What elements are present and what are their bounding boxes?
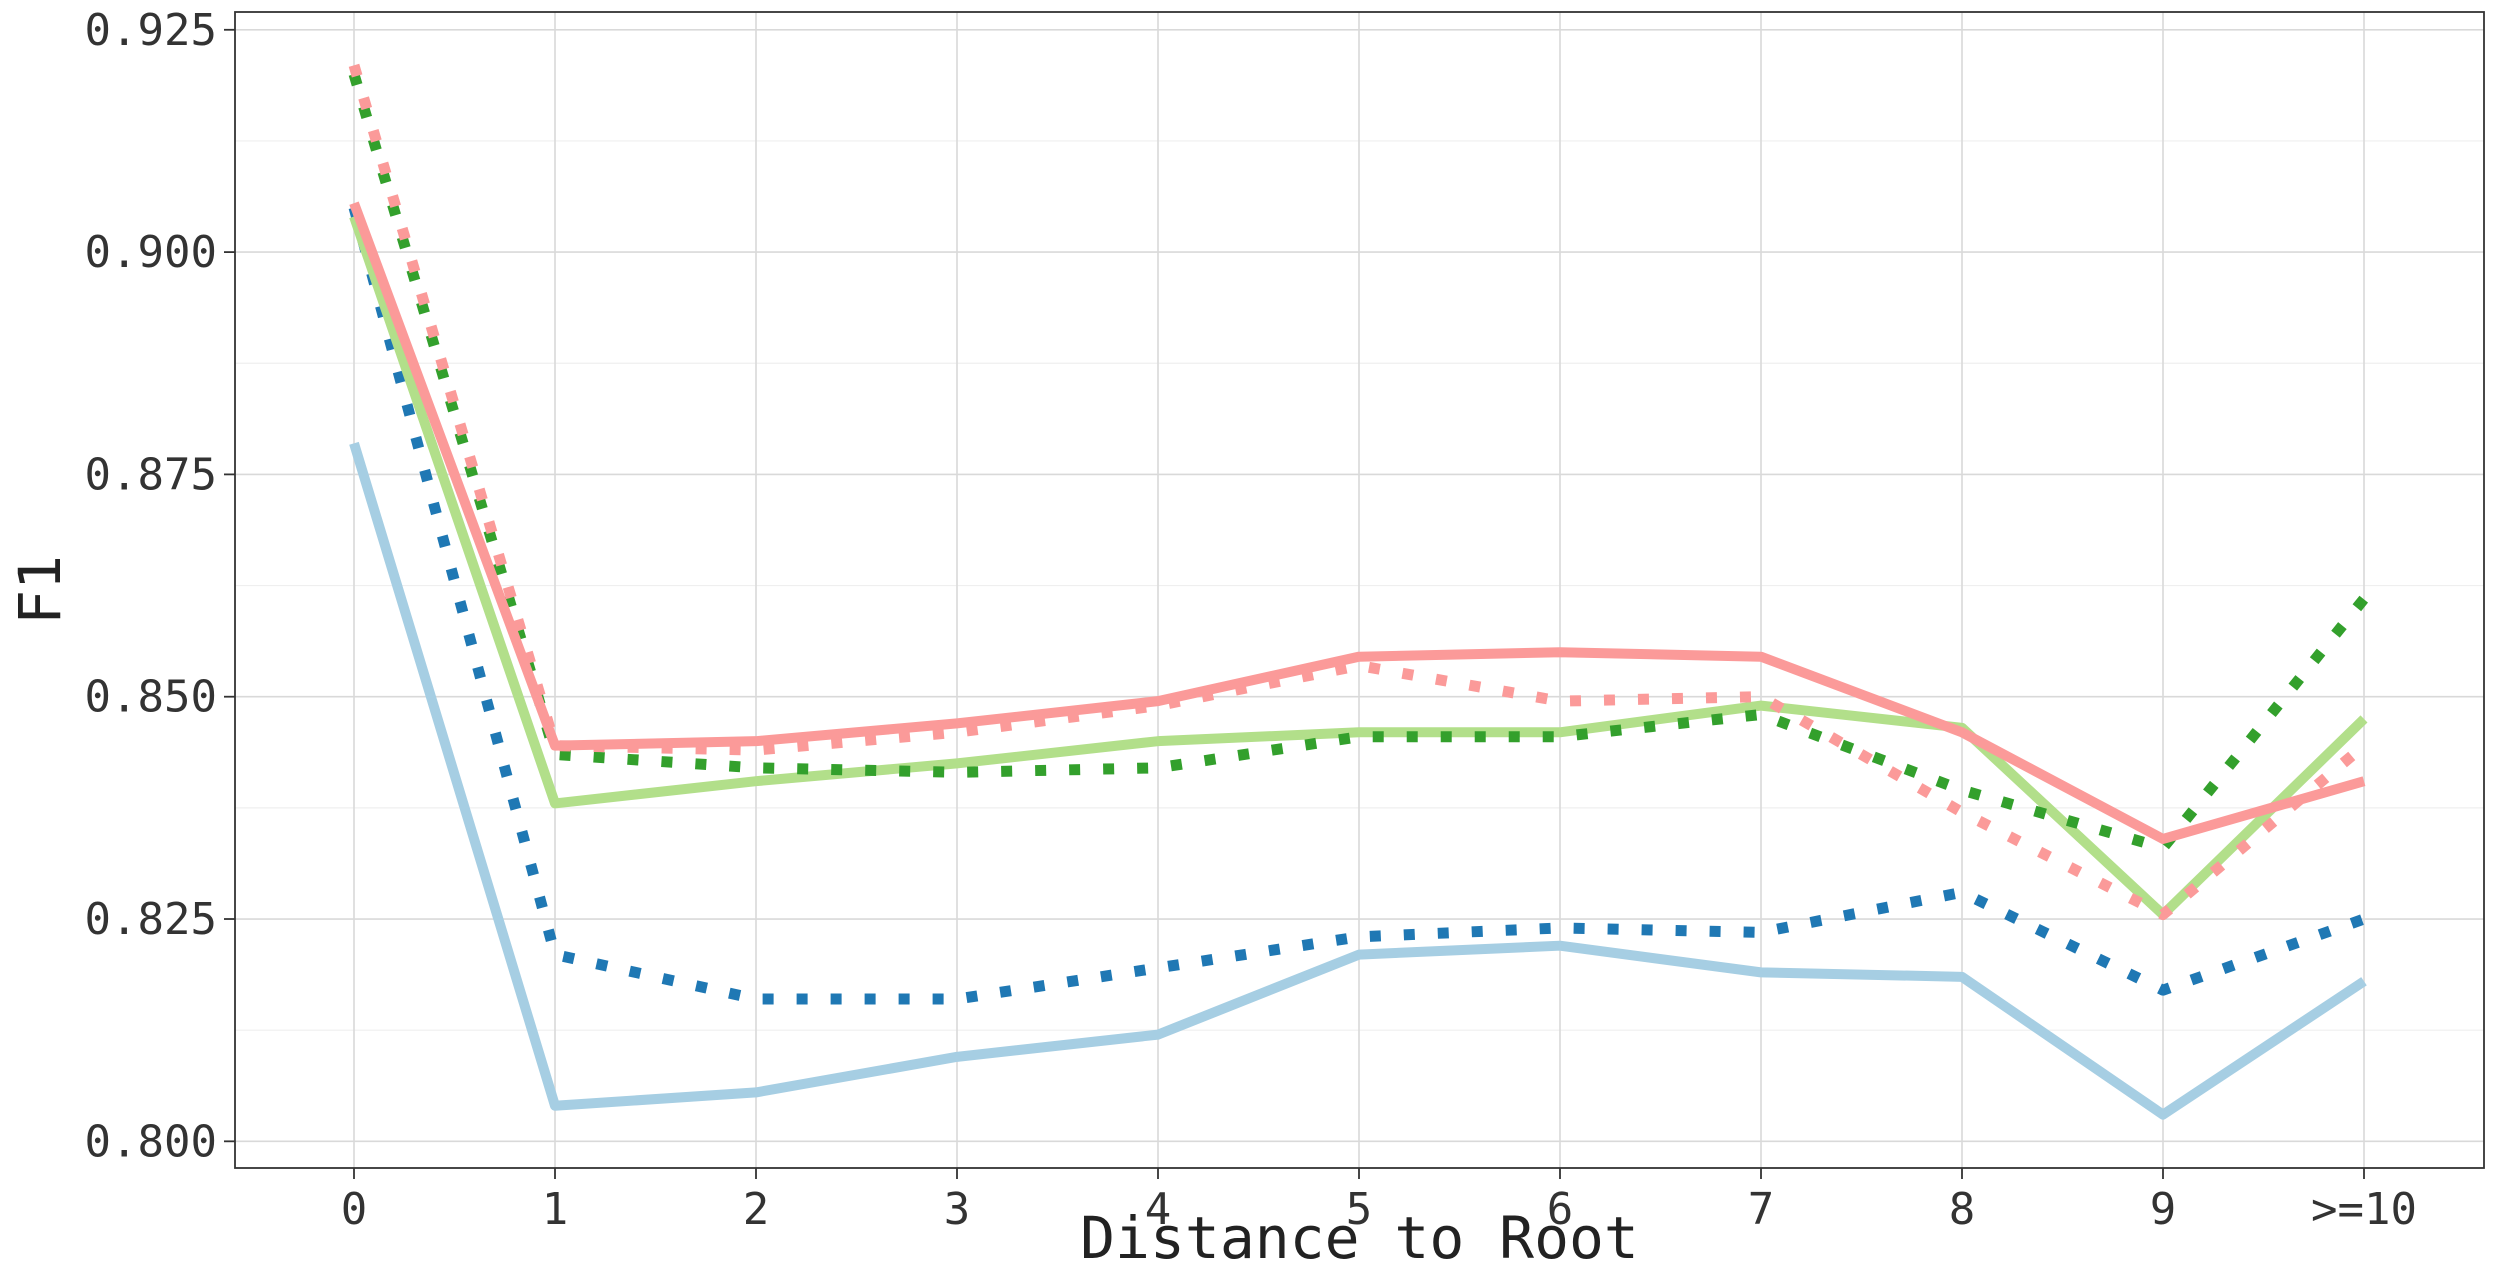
x-tick-label: 0 bbox=[341, 1184, 368, 1235]
x-axis-title: Distance to Root bbox=[1080, 1204, 1639, 1264]
series-line-5 bbox=[349, 201, 2366, 844]
y-tick-label: 0.825 bbox=[85, 894, 217, 945]
x-tick-label: 1 bbox=[542, 1184, 569, 1235]
series-line-3 bbox=[349, 214, 2368, 920]
x-tick-label: 6 bbox=[1547, 1184, 1574, 1235]
x-tick-label: >=10 bbox=[2311, 1184, 2417, 1235]
y-tick-label: 0.850 bbox=[85, 672, 217, 723]
x-tick-label: 9 bbox=[2150, 1184, 2177, 1235]
y-axis-ticks: 0.800 0.825 0.850 0.875 0.900 0.925 bbox=[85, 5, 235, 1167]
x-tick-label: 8 bbox=[1949, 1184, 1976, 1235]
x-axis-ticks: 0 1 2 3 4 5 6 7 8 9 >=10 bbox=[341, 1168, 2417, 1235]
x-tick-label: 7 bbox=[1748, 1184, 1775, 1235]
y-tick-label: 0.900 bbox=[85, 227, 217, 278]
series-line-1 bbox=[349, 441, 2367, 1120]
x-tick-label: 5 bbox=[1346, 1184, 1373, 1235]
series-lines bbox=[348, 63, 2369, 1120]
y-tick-label: 0.800 bbox=[85, 1116, 217, 1167]
x-tick-label: 4 bbox=[1145, 1184, 1172, 1235]
x-tick-label: 2 bbox=[743, 1184, 770, 1235]
y-tick-label: 0.925 bbox=[85, 5, 217, 56]
x-tick-label: 3 bbox=[944, 1184, 971, 1235]
y-tick-label: 0.875 bbox=[85, 449, 217, 500]
y-axis-title: F1 bbox=[6, 555, 74, 625]
